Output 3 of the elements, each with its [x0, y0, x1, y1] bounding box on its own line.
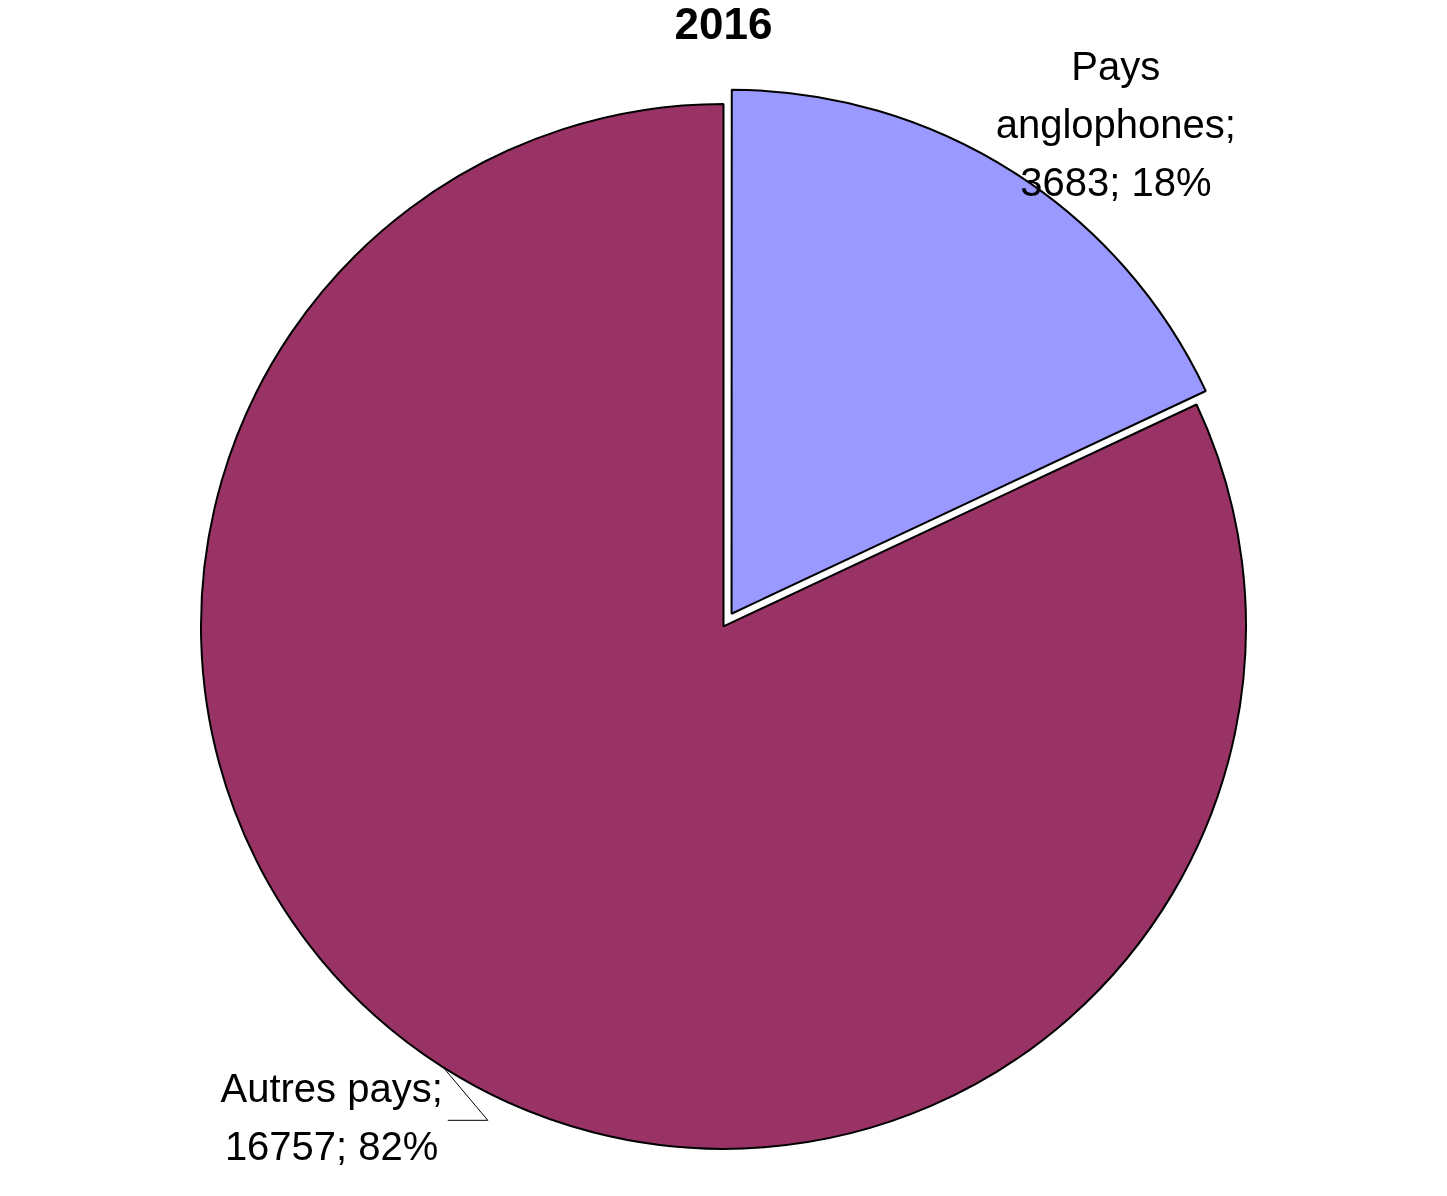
chart-title: 2016	[674, 0, 773, 48]
slice-label: Pays anglophones; 3683; 18%	[995, 44, 1236, 205]
slice-label: Autres pays; 16757; 82%	[220, 1066, 443, 1169]
